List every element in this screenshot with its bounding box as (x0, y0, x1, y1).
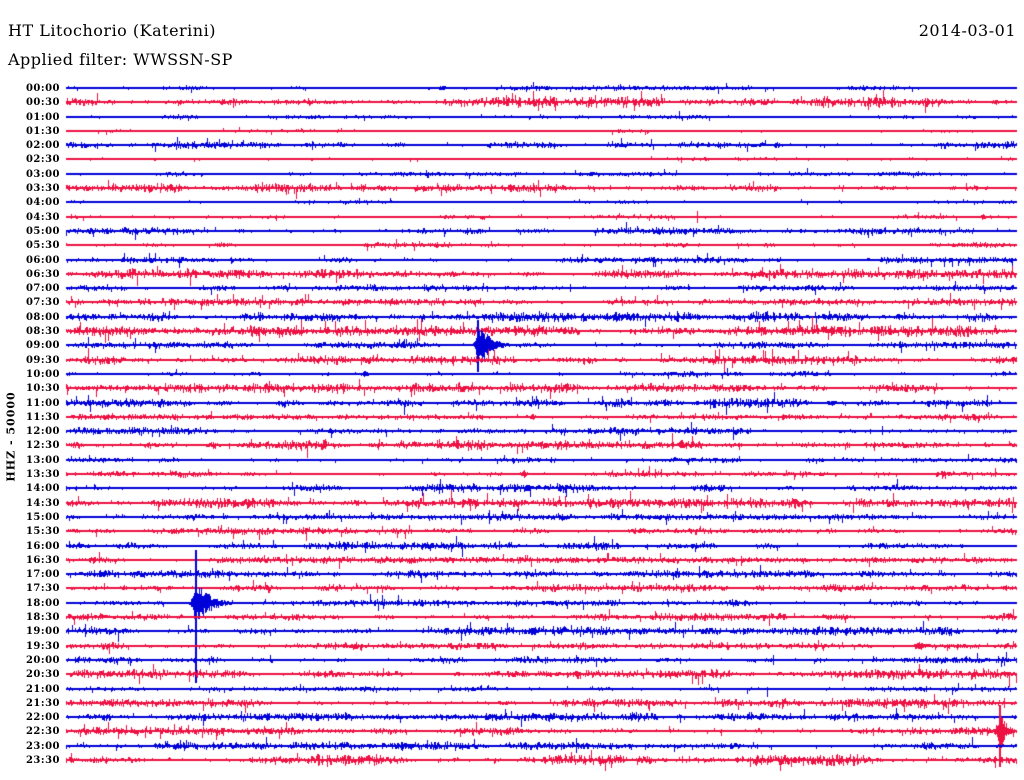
time-label: 00:00 (25, 83, 60, 94)
time-label: 23:00 (25, 741, 60, 752)
time-label: 19:00 (25, 626, 60, 637)
time-label: 13:30 (25, 469, 60, 480)
time-label: 14:00 (25, 483, 60, 494)
time-label: 21:00 (25, 684, 60, 695)
time-label: 11:30 (25, 412, 60, 423)
time-label: 07:30 (25, 297, 60, 308)
time-label: 06:00 (25, 255, 60, 266)
time-label: 13:00 (25, 455, 60, 466)
time-label: 18:30 (25, 612, 60, 623)
time-label: 21:30 (25, 698, 60, 709)
time-label: 23:30 (25, 755, 60, 766)
time-label: 18:00 (25, 598, 60, 609)
time-label: 07:00 (25, 283, 60, 294)
time-label: 22:00 (25, 712, 60, 723)
filter-label: Applied filter: WWSSN-SP (8, 50, 233, 69)
time-label: 10:00 (25, 369, 60, 380)
time-label: 10:30 (25, 383, 60, 394)
time-label: 12:30 (25, 440, 60, 451)
time-label: 01:00 (25, 112, 60, 123)
time-label: 17:00 (25, 569, 60, 580)
time-label: 02:30 (25, 154, 60, 165)
time-label: 09:30 (25, 355, 60, 366)
time-label: 17:30 (25, 583, 60, 594)
time-label: 20:30 (25, 669, 60, 680)
time-label: 20:00 (25, 655, 60, 666)
time-label: 03:30 (25, 183, 60, 194)
time-label: 04:00 (25, 197, 60, 208)
time-label: 15:30 (25, 526, 60, 537)
time-label: 22:30 (25, 726, 60, 737)
time-label: 05:00 (25, 226, 60, 237)
time-label: 06:30 (25, 269, 60, 280)
time-label: 19:30 (25, 641, 60, 652)
time-label: 08:30 (25, 326, 60, 337)
time-label: 08:00 (25, 312, 60, 323)
time-label: 04:30 (25, 212, 60, 223)
time-label: 16:30 (25, 555, 60, 566)
time-label: 03:00 (25, 169, 60, 180)
station-title: HT Litochorio (Katerini) (8, 21, 216, 40)
time-label: 15:00 (25, 512, 60, 523)
time-label: 00:30 (25, 97, 60, 108)
time-label: 14:30 (25, 498, 60, 509)
time-label: 12:00 (25, 426, 60, 437)
time-label: 05:30 (25, 240, 60, 251)
time-label: 02:00 (25, 140, 60, 151)
time-label: 01:30 (25, 126, 60, 137)
time-label: 16:00 (25, 541, 60, 552)
time-label: 09:00 (25, 340, 60, 351)
record-date: 2014-03-01 (918, 21, 1016, 40)
time-label: 11:00 (25, 398, 60, 409)
